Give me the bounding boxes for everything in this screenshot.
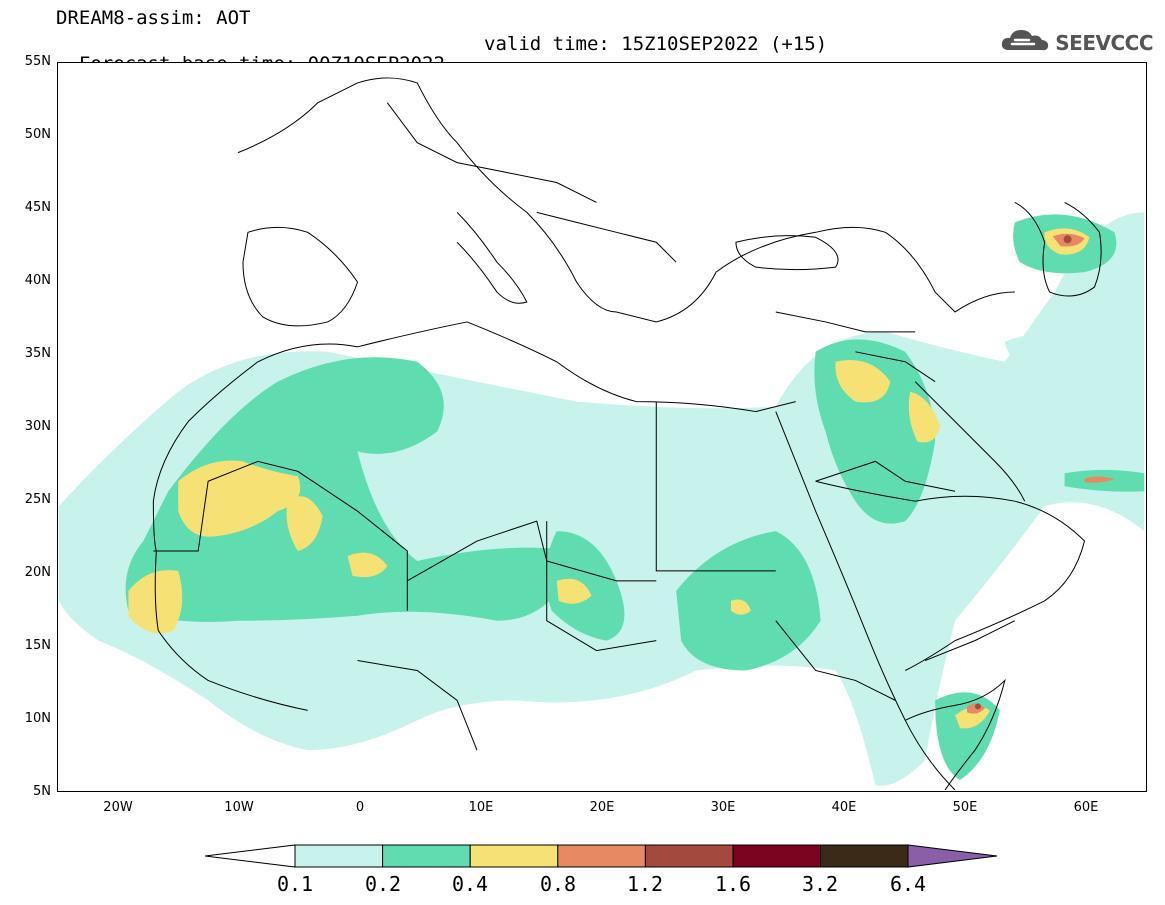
colorbar-label: 0.4 [451,872,489,896]
aot-band-0.4 [556,578,592,604]
lat-label: 25N [24,492,51,507]
lat-label: 10N [24,711,51,726]
colorbar-bin [644,844,734,868]
border-libya-egypt [655,401,776,572]
cloud-icon [999,26,1051,59]
lon-label: 40E [831,800,857,815]
colorbar-bin [294,844,384,868]
lon-label: 20W [103,800,133,815]
lon-label: 60E [1073,800,1099,815]
colorbar-label: 0.8 [539,872,577,896]
aot-band-0.1 [1004,333,1095,378]
border-mali-niger [407,520,657,582]
colorbar-label: 0.1 [276,872,314,896]
colorbar-bin [382,844,471,868]
colorbar-bin [557,844,646,868]
colorbar-max-arrow [907,844,998,868]
border-yemen-oman [924,620,1016,661]
aot-band-0.2 [935,692,1000,781]
horn-of-africa [905,678,1006,790]
lon-label: 10W [224,800,254,815]
aot-band-0.4 [730,599,751,615]
lat-label: 15N [24,638,51,653]
colorbar-label: 3.2 [801,872,839,896]
colorbar-label: 0.2 [364,872,402,896]
lon-label: 50E [952,800,978,815]
border-nigeria [357,660,478,751]
lat-label: 35N [24,346,51,361]
colorbar-bin [469,844,559,868]
lat-label: 55N [24,54,51,69]
aot-band-0.8 [1084,476,1115,483]
lat-label: 45N [24,200,51,215]
colorbar-label: 1.6 [714,872,752,896]
valid-time: valid time: 15Z10SEP2022 (+15) [484,33,828,55]
caspian-sea [1014,201,1102,297]
iberia [242,226,359,327]
colorbar-label: 6.4 [889,872,927,896]
aot-band-0.4 [908,391,941,443]
aot-band-0.2 [125,357,577,622]
logo-text: SEEVCCC [1055,30,1153,55]
colorbar [204,843,1000,873]
border-balkans [536,211,677,263]
lat-label: 30N [24,419,51,434]
aot-band-0.4 [955,706,990,729]
border-sudan-chad [546,521,657,652]
europe-coastline [237,77,1015,323]
lon-label: 20E [589,800,615,815]
border-mauritania [153,460,298,552]
lon-label: 30E [710,800,736,815]
colorbar-bin [820,844,909,868]
border-saudi [815,460,956,492]
border-iraq-iran [855,351,936,383]
lat-label: 50N [24,127,51,142]
coastlines-and-borders [152,77,1102,790]
border-turkey-syria [775,311,916,333]
lat-label: 20N [24,565,51,580]
colorbar-bin [732,844,822,868]
aot-band-0.4 [286,496,323,551]
colorbar-min-arrow [204,844,296,868]
aot-band-0.4 [178,460,301,537]
north-africa-coast [257,321,796,413]
lon-label: 10E [468,800,494,815]
aot-band-0.4 [347,552,388,578]
aot-band-0.4 [835,359,891,403]
map-title: DREAM8-assim: AOT [56,7,251,29]
aot-map [57,62,1147,792]
lat-label: 40N [24,273,51,288]
seevccc-logo: SEEVCCC [999,26,1153,59]
lon-label: 0 [355,800,365,815]
arabia-coast [815,480,1086,671]
black-sea [735,235,839,271]
border-europe-central [386,102,597,203]
colorbar-label: 1.2 [626,872,664,896]
italy [456,212,528,304]
aot-band-1.2 [974,703,981,710]
lat-label: 5N [33,784,51,799]
persian-gulf [914,381,1026,502]
aot-band-0.2 [676,531,821,671]
aot-band-1.2 [1063,235,1072,244]
border-ethiopia [775,620,896,701]
red-sea [775,411,956,790]
